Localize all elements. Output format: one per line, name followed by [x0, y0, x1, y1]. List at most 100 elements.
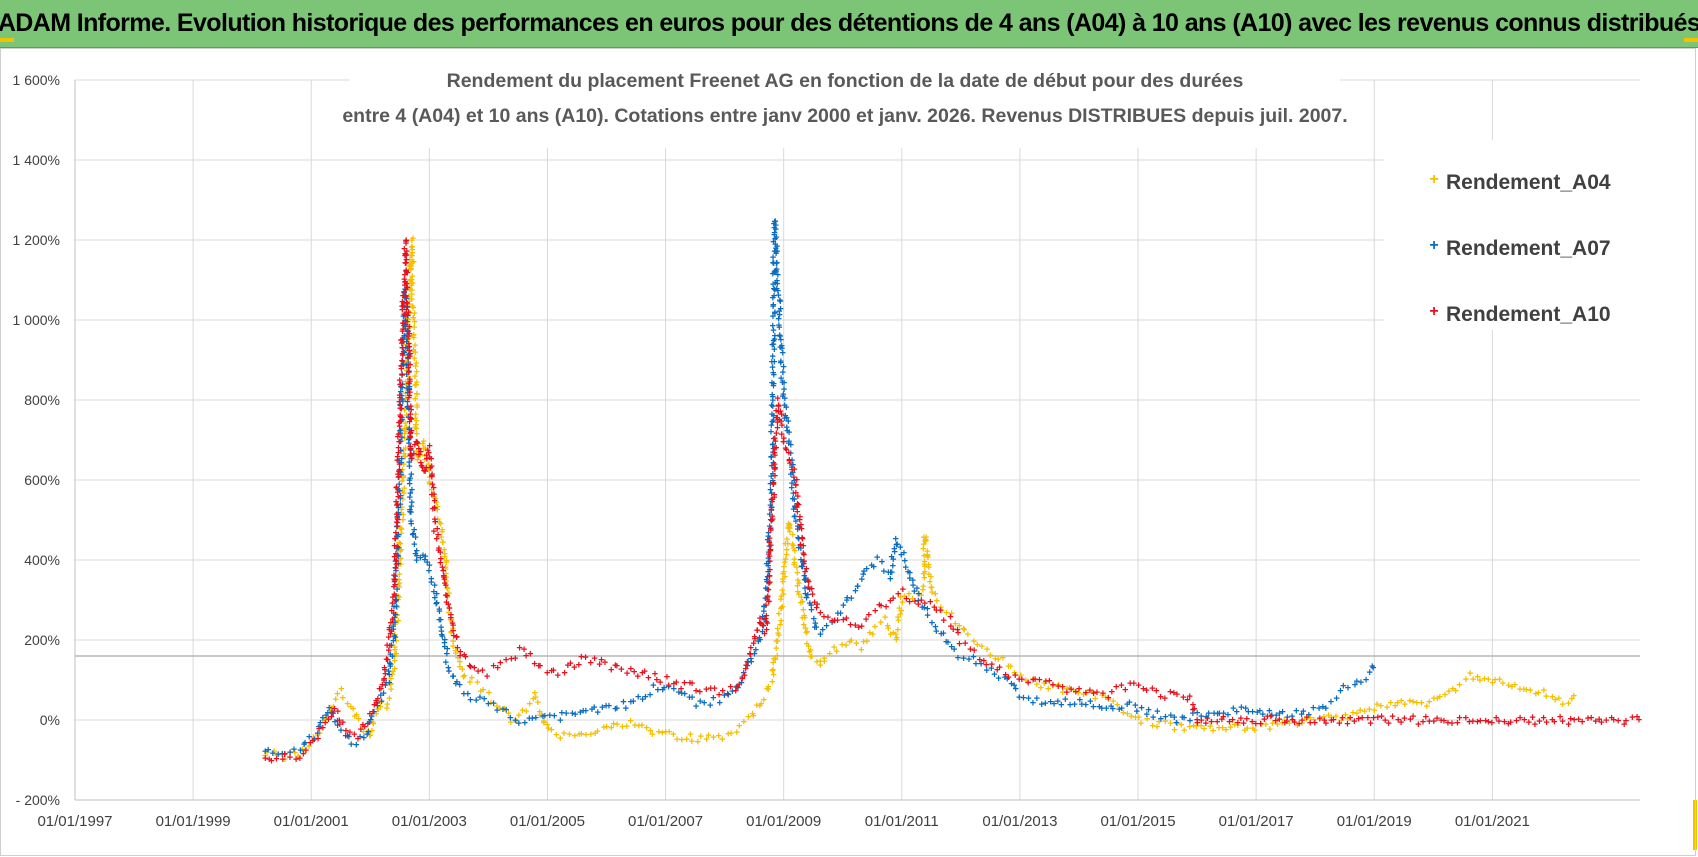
point-a04: + [794, 562, 800, 574]
point-a10: + [429, 489, 435, 501]
point-a07: + [378, 696, 384, 708]
point-a10: + [406, 346, 412, 358]
point-a07: + [411, 525, 417, 537]
point-a10: + [739, 673, 745, 685]
point-a07: + [860, 569, 866, 581]
point-a07: + [348, 739, 354, 751]
point-a04: + [807, 645, 813, 657]
point-a04: + [386, 693, 392, 705]
point-a07: + [490, 698, 496, 710]
point-a07: + [403, 360, 409, 372]
point-a10: + [866, 610, 872, 622]
point-a10: + [450, 625, 456, 637]
point-a07: + [775, 313, 781, 325]
point-a07: + [404, 402, 410, 414]
point-a10: + [466, 660, 472, 672]
point-a07: + [400, 347, 406, 359]
point-a10: + [389, 598, 395, 610]
point-a10: + [445, 599, 451, 611]
point-a04: + [780, 576, 786, 588]
point-a07: + [794, 524, 800, 536]
point-a07: + [778, 356, 784, 368]
point-a04: + [1467, 668, 1473, 680]
point-a04: + [1193, 721, 1199, 733]
point-a04: + [1231, 719, 1237, 731]
point-a10: + [436, 543, 442, 555]
point-a04: + [402, 443, 408, 455]
point-a04: + [1124, 709, 1130, 721]
point-a04: + [1171, 725, 1177, 737]
point-a07: + [1110, 704, 1116, 716]
point-a10: + [1312, 718, 1318, 730]
point-a04: + [395, 590, 401, 602]
point-a07: + [407, 429, 413, 441]
point-a07: + [782, 411, 788, 423]
point-a10: + [1339, 713, 1345, 725]
point-a04: + [378, 697, 384, 709]
point-a07: + [320, 713, 326, 725]
point-a07: + [404, 343, 410, 355]
point-a07: + [1181, 713, 1187, 725]
point-a07: + [786, 436, 792, 448]
y-tick-label: 1 400% [13, 152, 60, 168]
point-a10: + [1470, 716, 1476, 728]
point-a07: + [786, 455, 792, 467]
point-a04: + [398, 524, 404, 536]
point-a04: + [1110, 696, 1116, 708]
point-a04: + [393, 602, 399, 614]
point-a04: + [698, 731, 704, 743]
point-a10: + [1180, 692, 1186, 704]
point-a04: + [446, 607, 452, 619]
point-a07: + [802, 575, 808, 587]
point-a10: + [315, 734, 321, 746]
point-a10: + [1276, 714, 1282, 726]
point-a07: + [716, 698, 722, 710]
point-a07: + [768, 400, 774, 412]
point-a04: + [367, 730, 373, 742]
point-a10: + [395, 469, 401, 481]
point-a04: + [1437, 692, 1443, 704]
point-a04: + [588, 729, 594, 741]
point-a04: + [505, 708, 511, 720]
point-a07: + [854, 581, 860, 593]
point-a10: + [531, 659, 537, 671]
point-a10: + [1220, 711, 1226, 723]
point-a10: + [396, 459, 402, 471]
point-a07: + [401, 320, 407, 332]
point-a07: + [781, 413, 787, 425]
point-a04: + [1167, 718, 1173, 730]
point-a10: + [407, 351, 413, 363]
point-a10: + [1610, 715, 1616, 727]
point-a10: + [1244, 714, 1250, 726]
point-a07: + [772, 307, 778, 319]
chart-title-line-2: entre 4 (A04) et 10 ans (A10). Cotations… [342, 105, 1347, 127]
point-a07: + [832, 615, 838, 627]
series-a07: ++++++++ ++++++++++++++++++++++++++++++++… [262, 216, 1376, 761]
point-a10: + [770, 479, 776, 491]
point-a07: + [1002, 672, 1008, 684]
point-a04: + [359, 721, 365, 733]
point-a10: + [903, 594, 909, 606]
point-a10: + [399, 305, 405, 317]
point-a04: + [393, 636, 399, 648]
point-a07: + [403, 294, 409, 306]
point-a10: + [843, 613, 849, 625]
point-a04: + [299, 744, 305, 756]
point-a04: + [428, 485, 434, 497]
point-a07: + [367, 714, 373, 726]
point-a04: + [422, 443, 428, 455]
point-a07: + [780, 361, 786, 373]
point-a07: + [401, 331, 407, 343]
point-a07: + [500, 704, 506, 716]
point-a04: + [601, 722, 607, 734]
point-a07: + [844, 595, 850, 607]
point-a04: + [884, 621, 890, 633]
point-a04: + [1394, 698, 1400, 710]
point-a07: + [1087, 696, 1093, 708]
point-a10: + [397, 403, 403, 415]
point-a07: + [960, 653, 966, 665]
point-a07: + [399, 370, 405, 382]
point-a10: + [427, 463, 433, 475]
point-a04: + [440, 537, 446, 549]
point-a10: + [512, 653, 518, 665]
